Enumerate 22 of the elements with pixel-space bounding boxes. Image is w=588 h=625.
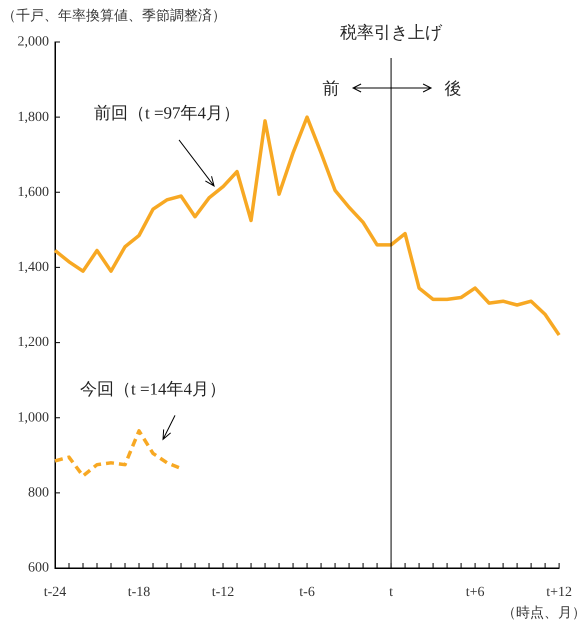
x-tick-label: t-24 <box>44 585 66 600</box>
x-tick-label: t-6 <box>299 585 315 600</box>
series-label: 前回（t =97年4月） <box>94 103 240 122</box>
y-tick-label: 800 <box>28 486 49 501</box>
y-tick-label: 1,000 <box>18 410 49 426</box>
x-tick-label: t+12 <box>546 585 572 600</box>
text: 今回（t =14年4月） <box>80 379 226 398</box>
annotation: 後 <box>444 79 462 98</box>
x-tick-label: t+6 <box>466 585 484 600</box>
y-tick-label: 2,000 <box>18 34 49 50</box>
y-tick-label: 600 <box>28 560 49 576</box>
y-axis-title: （千戸、年率換算値、季節調整済） <box>2 8 226 24</box>
annotation: 前 <box>322 79 340 98</box>
y-tick-label: 1,200 <box>18 335 49 350</box>
y-tick-label: 1,600 <box>18 184 49 200</box>
x-tick-label: t-12 <box>212 585 234 600</box>
y-tick-label: 1,800 <box>18 110 49 125</box>
x-tick-label: t-18 <box>128 585 150 600</box>
x-tick-label: t <box>389 585 394 600</box>
ref-line-label: 税率引き上げ <box>340 23 444 42</box>
y-tick-label: 1,400 <box>18 260 49 276</box>
x-axis-title: （時点、月） <box>502 605 586 621</box>
